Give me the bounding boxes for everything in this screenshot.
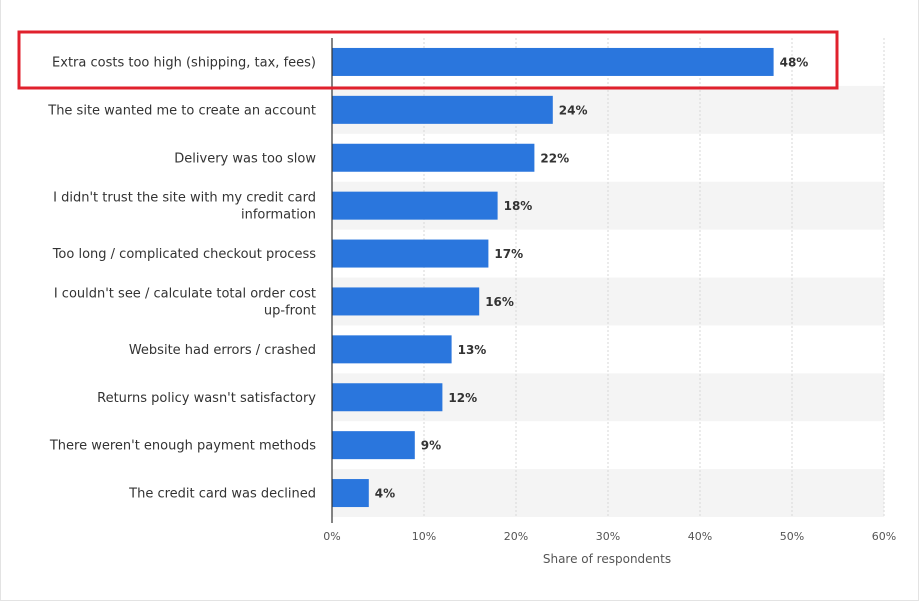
category-label-line: Delivery was too slow <box>174 151 316 166</box>
category-label-line: Website had errors / crashed <box>129 343 316 358</box>
bar <box>332 383 443 412</box>
value-labels: 48% 24% 22% 18% 17% 16% 13% 12% 9% 4% <box>375 55 809 500</box>
x-axis-title: Share of respondents <box>543 552 671 566</box>
value-label: 12% <box>448 391 477 405</box>
category-label: I didn't trust the site with my credit c… <box>53 191 316 223</box>
category-label: I couldn't see / calculate total order c… <box>54 286 316 318</box>
category-labels: Extra costs too high (shipping, tax, fee… <box>47 55 316 501</box>
x-tick-label: 10% <box>412 530 436 543</box>
x-tick-label: 20% <box>504 530 528 543</box>
value-label: 48% <box>780 55 809 69</box>
x-tick-label: 50% <box>780 530 804 543</box>
bar <box>332 143 535 172</box>
bar <box>332 239 489 268</box>
category-label-line: Returns policy wasn't satisfactory <box>97 391 316 406</box>
value-label: 17% <box>494 247 523 261</box>
value-label: 4% <box>375 487 395 501</box>
category-label-line: The site wanted me to create an account <box>47 103 316 118</box>
highlight-rectangle <box>17 30 839 90</box>
category-label-line: Extra costs too high (shipping, tax, fee… <box>52 55 316 70</box>
category-label: The site wanted me to create an account <box>47 103 316 118</box>
category-label: Website had errors / crashed <box>129 343 316 358</box>
bar <box>332 191 498 220</box>
category-label: Delivery was too slow <box>174 151 316 166</box>
bar <box>332 335 452 364</box>
value-label: 13% <box>458 343 487 357</box>
x-tick-label: 30% <box>596 530 620 543</box>
category-label-line: I didn't trust the site with my credit c… <box>53 191 316 206</box>
value-label: 18% <box>504 199 533 213</box>
x-tick-label: 0% <box>323 530 340 543</box>
bar <box>332 287 480 316</box>
category-label: There weren't enough payment methods <box>49 439 316 454</box>
category-label-line: information <box>241 208 316 223</box>
category-label-line: There weren't enough payment methods <box>49 439 316 454</box>
category-label: Too long / complicated checkout process <box>52 247 317 262</box>
category-label: Extra costs too high (shipping, tax, fee… <box>52 55 316 70</box>
value-label: 16% <box>485 295 514 309</box>
bar <box>332 479 369 508</box>
category-label-line: I couldn't see / calculate total order c… <box>54 286 316 301</box>
x-tick-label: 40% <box>688 530 712 543</box>
category-label: Returns policy wasn't satisfactory <box>97 391 316 406</box>
category-label-line: up-front <box>264 303 316 318</box>
highlight-box <box>17 30 839 90</box>
x-tick-label: 60% <box>872 530 896 543</box>
bars <box>332 47 774 508</box>
bar <box>332 95 553 124</box>
row-band <box>332 469 884 517</box>
value-label: 24% <box>559 103 588 117</box>
category-label-line: Too long / complicated checkout process <box>52 247 317 262</box>
category-label: The credit card was declined <box>128 487 316 502</box>
value-label: 22% <box>540 151 569 165</box>
category-label-line: The credit card was declined <box>128 487 316 502</box>
value-label: 9% <box>421 439 441 453</box>
bar <box>332 47 774 76</box>
bar <box>332 431 415 460</box>
x-tick-labels: 0% 10% 20% 30% 40% 50% 60% <box>323 530 896 543</box>
